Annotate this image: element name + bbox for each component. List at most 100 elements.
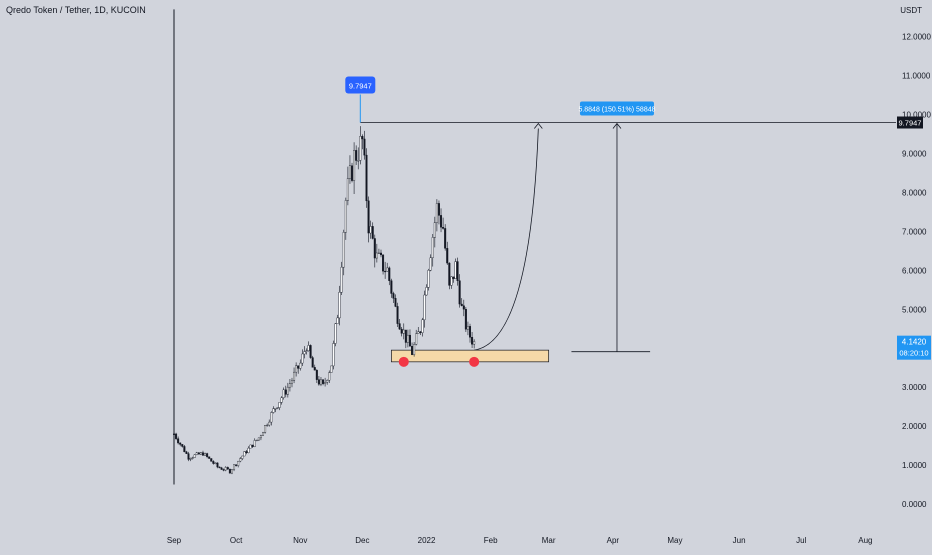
candle [365,154,368,202]
candle [315,369,318,380]
candle [177,438,180,444]
candle [270,412,273,423]
candle [282,389,285,398]
candle [460,303,463,306]
candle [249,444,252,449]
candle [415,333,418,345]
candle [222,469,225,471]
countdown-label: 08:20:10 [899,349,928,358]
candle [313,367,316,371]
x-axis-tick-label: 2022 [418,536,436,545]
candle [404,329,407,343]
candle [351,165,354,181]
candle [357,160,360,162]
candle [342,232,345,268]
projection-curve[interactable] [474,128,539,351]
candle [257,437,260,441]
candle [317,379,320,385]
candle [380,252,383,256]
candle [413,344,416,355]
candle [386,267,389,272]
candle [324,382,327,384]
candle [411,346,414,355]
candle [328,372,331,381]
candle [233,464,236,470]
candle [264,425,267,433]
candle [375,252,378,259]
x-axis-tick-label: Sep [167,536,182,545]
high-marker-label: 9.7947 [349,81,372,90]
support-touch-marker [469,356,480,367]
measure-arrowhead [612,122,622,129]
candle [425,287,428,296]
high-marker-box[interactable] [345,76,376,94]
candle [272,408,275,413]
candle [230,469,233,474]
candle [435,203,438,223]
candle [224,467,227,471]
candle [241,455,244,459]
y-axis-tick-label: 5.0000 [902,305,927,314]
candle [297,365,300,369]
candle [402,329,405,334]
y-axis-tick-label: 0.0000 [902,500,927,509]
candle [255,439,258,442]
x-axis-tick-label: Oct [230,536,243,545]
candle [245,451,248,453]
candle [247,447,250,453]
x-axis-tick-label: Jul [796,536,806,545]
candle [427,270,430,288]
candle [388,267,391,281]
current-price-label: 4.1420 [902,338,927,347]
candle [444,228,447,249]
candle [406,334,409,343]
candle [208,456,211,459]
candle [288,383,291,388]
x-axis-tick-label: Aug [858,536,872,545]
candle [344,200,347,233]
candle [266,424,269,427]
candle [195,452,198,455]
candle [206,453,209,457]
candle [419,331,422,333]
y-axis-tick-label: 6.0000 [902,266,927,275]
candle [421,319,424,333]
y-axis-tick-label: 12.0000 [902,33,931,42]
candle [340,266,343,293]
candle [396,306,399,324]
currency-label: USDT [900,6,922,15]
x-axis-tick-label: Feb [484,536,498,545]
candle [172,433,175,435]
candle [253,440,256,447]
candle [214,462,217,464]
candle [322,379,325,384]
candle [193,454,196,458]
candle [189,458,192,460]
candle [330,365,333,373]
candle [469,326,472,338]
candle [268,421,271,426]
x-axis-tick-label: Mar [542,536,556,545]
candle [462,305,465,310]
candle [363,138,366,156]
support-touch-marker [398,356,409,367]
candle [334,323,337,344]
y-axis-tick-label: 7.0000 [902,227,927,236]
projection-arrowhead [534,122,543,129]
candle [456,261,459,281]
candle [179,442,182,445]
symbol-title: Qredo Token / Tether, 1D, KUCOIN [6,5,146,15]
candle [183,446,186,453]
candle [437,203,440,216]
candle [423,294,426,321]
current-price-box [897,335,931,360]
candle [338,292,341,319]
candle [454,261,457,279]
candle [274,408,277,410]
candle [450,276,453,286]
candle [417,331,420,335]
candle [446,248,449,264]
candle [355,150,358,161]
